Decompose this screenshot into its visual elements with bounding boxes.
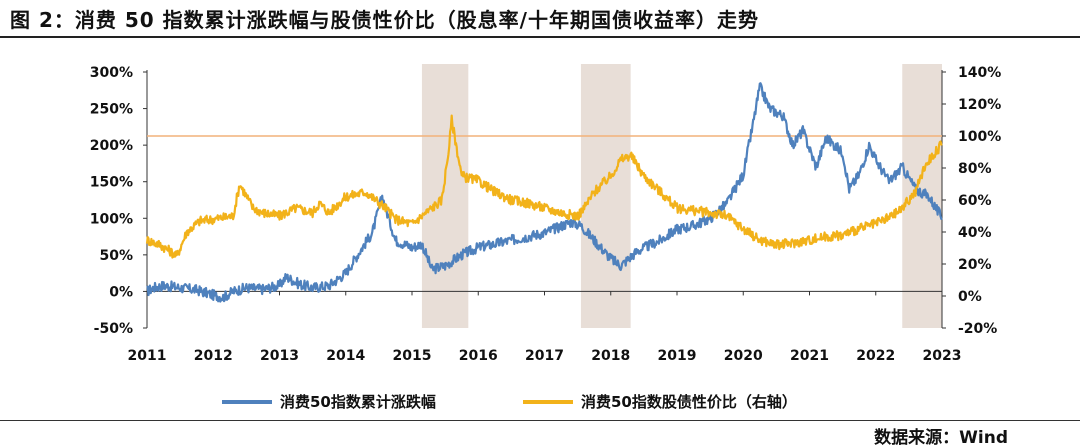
left-tick-label: 100% — [90, 211, 133, 227]
x-tick-label: 2014 — [326, 348, 365, 364]
right-tick-label: 0% — [958, 289, 982, 305]
left-tick-label: 200% — [90, 138, 133, 154]
left-tick-label: 150% — [90, 175, 133, 191]
legend-label: 消费50指数股债性价比（右轴） — [581, 393, 797, 411]
right-tick-label: 120% — [958, 97, 1001, 113]
series-line-equity-bond-ratio — [145, 114, 943, 259]
footer-divider — [0, 420, 1080, 421]
title-divider — [0, 36, 1080, 38]
x-tick-label: 2015 — [393, 348, 432, 364]
series-lines — [145, 82, 943, 303]
x-tick-label: 2013 — [260, 348, 299, 364]
x-tick-label: 2022 — [856, 348, 895, 364]
left-tick-label: 50% — [99, 248, 133, 264]
legend-label: 消费50指数累计涨跌幅 — [280, 393, 436, 411]
x-tick-label: 2023 — [923, 348, 962, 364]
right-tick-label: 80% — [958, 161, 992, 177]
axes: -50% 0% 50% 100% 150% 200% 250% 300% -20% 0% 20% 40… — [90, 65, 1002, 364]
series-line-cumulative-change — [146, 82, 943, 303]
right-tick-label: 20% — [958, 257, 992, 273]
right-tick-label: -20% — [958, 321, 997, 337]
x-tick-label: 2017 — [525, 348, 564, 364]
x-tick-label: 2016 — [459, 348, 498, 364]
x-tick-label: 2012 — [194, 348, 233, 364]
x-tick-label: 2011 — [128, 348, 167, 364]
x-tick-label: 2018 — [591, 348, 630, 364]
left-tick-label: 0% — [109, 284, 133, 300]
right-tick-label: 40% — [958, 225, 992, 241]
left-tick-label: -50% — [94, 321, 133, 337]
x-tick-label: 2021 — [790, 348, 829, 364]
source-note: 数据来源：Wind — [874, 428, 1008, 448]
figure-title: 图 2：消费 50 指数累计涨跌幅与股债性价比（股息率/十年期国债收益率）走势 — [10, 8, 759, 32]
right-tick-label: 60% — [958, 193, 992, 209]
shaded-period — [580, 64, 631, 328]
legend: 消费50指数累计涨跌幅 消费50指数股债性价比（右轴） — [222, 393, 797, 411]
shaded-period — [421, 64, 469, 328]
chart-svg: -50% 0% 50% 100% 150% 200% 250% 300% -20% 0% 20% 40… — [90, 64, 1002, 411]
shaded-periods — [421, 64, 942, 328]
x-tick-label: 2019 — [658, 348, 697, 364]
right-tick-label: 140% — [958, 65, 1001, 81]
left-tick-label: 250% — [90, 102, 133, 118]
x-tick-label: 2020 — [724, 348, 763, 364]
left-tick-label: 300% — [90, 65, 133, 81]
right-tick-label: 100% — [958, 129, 1001, 145]
